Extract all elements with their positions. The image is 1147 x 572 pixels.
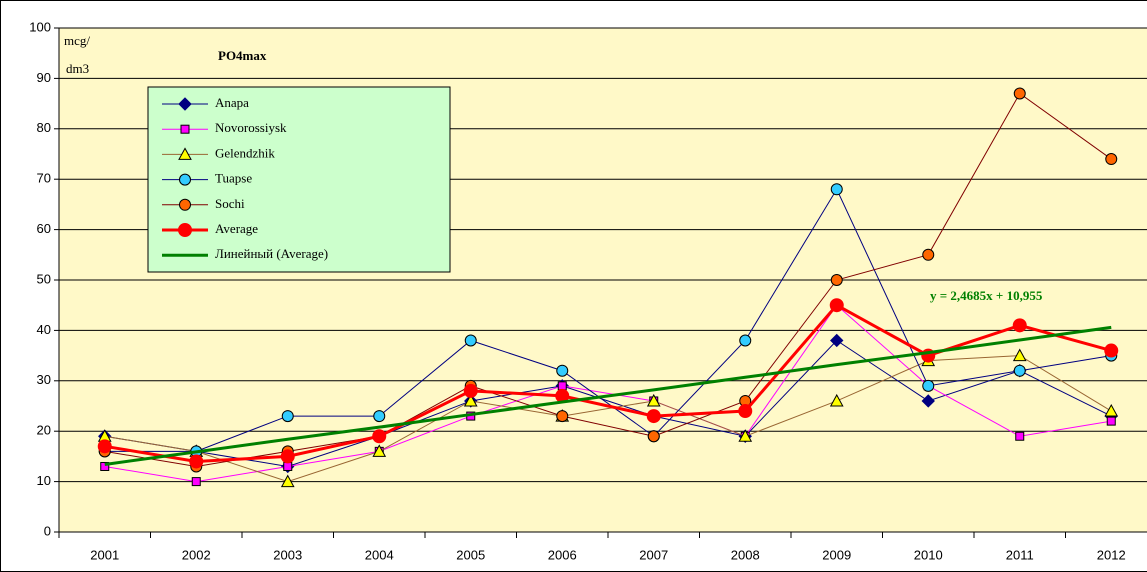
marker [738,429,753,442]
x-tick-label: 2009 [822,547,851,562]
y-tick-label: 50 [37,271,51,286]
y-axis-label: mcg/ [64,33,90,48]
legend-label: Линейный (Average) [215,246,328,261]
marker [1104,403,1119,417]
x-tick-label: 2003 [273,547,302,562]
marker [830,183,843,196]
marker [372,444,387,457]
marker [829,393,844,407]
marker [97,439,112,454]
marker [179,198,191,211]
y-axis-label: dm3 [66,61,89,76]
series-line [104,188,1112,452]
marker [557,381,567,391]
marker [1013,87,1026,100]
x-tick-label: 2012 [1097,547,1126,562]
x-tick-label: 2002 [182,547,211,562]
marker [373,410,386,423]
marker [178,223,192,237]
series-line [104,355,1112,483]
marker [191,477,201,487]
marker [1012,348,1027,362]
x-tick-label: 2001 [90,547,119,562]
marker [180,124,190,134]
legend-label: Gelendzhik [215,145,275,160]
y-tick-label: 70 [37,171,51,186]
marker [1105,153,1118,166]
x-tick-label: 2004 [365,547,394,562]
marker [646,409,661,424]
series-line [104,339,1112,467]
marker [372,429,387,444]
marker [1104,343,1119,358]
marker [1012,318,1027,333]
x-tick-label: 2005 [456,547,485,562]
x-tick-label: 2007 [639,547,668,562]
marker [830,333,844,348]
legend-label: Anapa [215,95,249,110]
marker [921,394,935,408]
marker [556,410,569,423]
marker [280,474,295,488]
y-tick-label: 40 [37,322,51,337]
y-tick-label: 10 [37,473,51,488]
marker [1013,364,1026,377]
marker [646,393,661,407]
marker [739,334,752,347]
legend-label: Sochi [215,196,245,211]
marker [463,383,478,398]
series-line [104,92,1112,467]
marker [189,454,204,469]
marker [738,404,753,419]
y-tick-label: 30 [37,372,51,387]
marker [178,97,192,111]
marker [647,430,660,443]
x-tick-label: 2011 [1006,547,1034,562]
marker [1015,431,1025,441]
series-line [104,304,1112,483]
marker [556,364,569,377]
marker [178,147,192,160]
annotation: y = 2,4685x + 10,955 [930,288,1043,303]
marker [100,461,110,471]
y-tick-label: 0 [44,523,51,538]
marker [283,461,293,471]
marker [922,379,935,392]
legend-label: Tuapse [215,171,252,186]
x-tick-label: 2006 [548,547,577,562]
marker [281,410,294,423]
marker [1106,416,1116,426]
legend-label: Average [215,221,258,236]
legend-label: Novorossiysk [215,120,287,135]
x-tick-label: 2010 [914,547,943,562]
marker [280,449,295,464]
y-tick-label: 60 [37,221,51,236]
x-tick-label: 2008 [731,547,760,562]
y-tick-label: 20 [37,423,51,438]
y-tick-label: 80 [37,120,51,135]
marker [922,248,935,261]
marker [179,173,191,186]
marker [463,393,478,407]
marker [829,298,844,313]
y-tick-label: 100 [29,19,51,34]
marker [830,274,843,286]
chart-title: PO4max [218,48,267,63]
series-line [104,325,1112,466]
y-tick-label: 90 [37,70,51,85]
marker [464,334,477,347]
